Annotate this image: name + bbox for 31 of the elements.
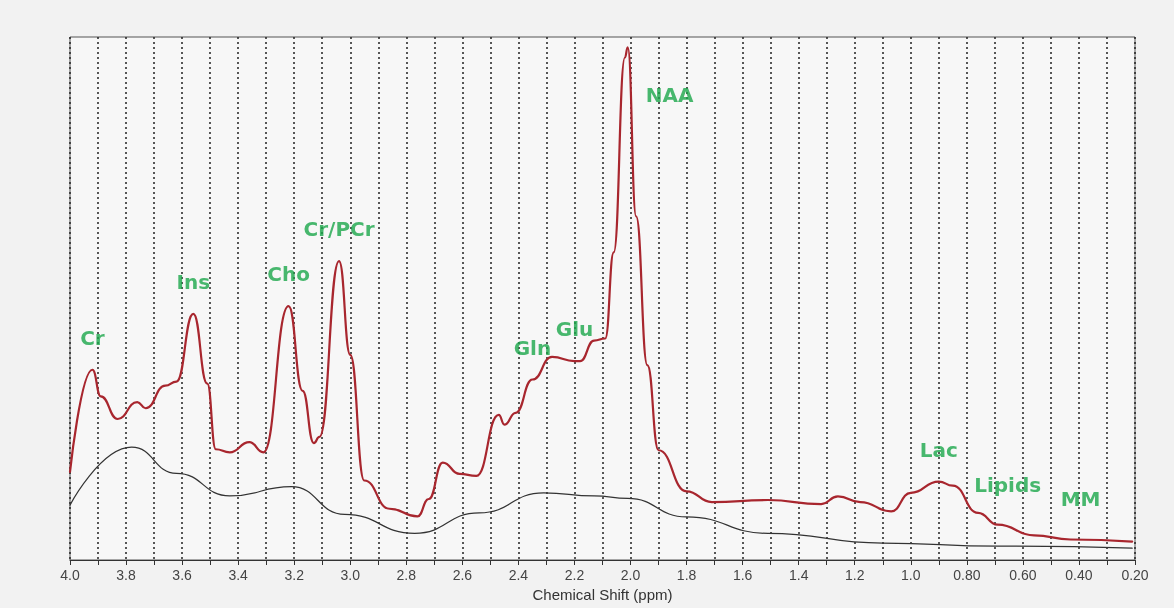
- annotation: Cr/PCr: [303, 217, 375, 242]
- annotation: NAA: [645, 83, 694, 108]
- x-tick-label: 3.2: [284, 567, 305, 583]
- x-tick-label: 1.2: [845, 567, 865, 583]
- x-tick-label: 2.2: [564, 567, 585, 583]
- x-tick-label: 2.8: [396, 567, 417, 583]
- x-axis-title: Chemical Shift (ppm): [532, 585, 673, 603]
- annotation: Cho: [267, 262, 310, 287]
- x-tick-label: 1.6: [732, 567, 753, 583]
- annotation: Lipids: [974, 472, 1042, 497]
- x-tick-label: 0.80: [953, 567, 981, 583]
- annotation: Gln: [513, 335, 552, 360]
- x-tick-label: 1.4: [788, 567, 809, 583]
- x-tick-label: 0.60: [1009, 567, 1037, 583]
- x-tick-label: 1.8: [676, 567, 697, 583]
- annotation: Ins: [176, 269, 211, 294]
- annotation: Lac: [919, 437, 958, 462]
- x-tick-label: 1.0: [901, 567, 921, 583]
- x-tick-label: 3.8: [116, 567, 136, 583]
- x-tick-label: 3.4: [228, 567, 249, 583]
- annotation: MM: [1060, 487, 1101, 512]
- x-tick-label: 2.4: [508, 567, 529, 583]
- x-tick-label: 3.0: [340, 567, 361, 583]
- x-tick-label: 2.6: [452, 567, 473, 583]
- x-tick-label: 0.40: [1065, 567, 1093, 583]
- x-tick-label: 2.0: [620, 567, 641, 583]
- annotation: Glu: [555, 317, 594, 342]
- x-tick-label: 3.6: [172, 567, 193, 583]
- x-tick-label: 4.0: [60, 567, 80, 583]
- annotation: Cr: [80, 325, 105, 350]
- x-tick-label: 0.20: [1121, 567, 1149, 583]
